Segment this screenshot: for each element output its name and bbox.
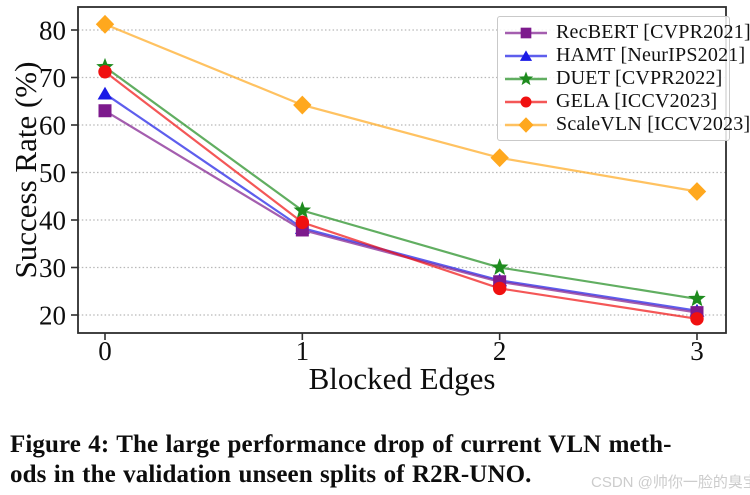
marker-circle bbox=[492, 281, 507, 296]
marker-circle bbox=[690, 312, 704, 326]
series-line bbox=[104, 92, 698, 312]
y-tick-label: 30 bbox=[39, 253, 66, 283]
y-tick-label: 50 bbox=[39, 158, 66, 188]
marker-star bbox=[688, 289, 706, 307]
marker-circle bbox=[520, 96, 532, 107]
y-tick-label: 20 bbox=[39, 300, 66, 330]
marker-diamond bbox=[687, 182, 707, 201]
line-chart: 20 30 40 50 60 70 80 0 1 2 3 Blocked Edges Success R… bbox=[8, 6, 727, 396]
series-line bbox=[104, 23, 698, 193]
marker-circle bbox=[295, 215, 310, 230]
x-tick-label: 0 bbox=[98, 336, 112, 366]
series-line bbox=[104, 109, 698, 314]
x-tick-label: 2 bbox=[493, 336, 507, 366]
figure-caption: Figure 4: The large performance drop of … bbox=[10, 430, 748, 490]
chart-legend: RecBERT [CVPR2021] HAMT [NeurIPS2021] DUET… bbox=[497, 16, 750, 141]
y-tick-label: 60 bbox=[39, 110, 66, 140]
caption-line-2: ods in the validation unseen splits of R… bbox=[10, 461, 532, 488]
legend-swatch-square-icon bbox=[505, 27, 547, 38]
marker-square bbox=[520, 27, 532, 38]
x-tick-label: 3 bbox=[690, 336, 704, 366]
y-tick-label: 80 bbox=[39, 15, 66, 45]
legend-item: ScaleVLN [ICCV2023] bbox=[503, 113, 750, 136]
legend-item: GELA [ICCV2023] bbox=[503, 90, 723, 113]
marker-circle bbox=[98, 65, 112, 79]
marker-star bbox=[518, 70, 534, 85]
marker-diamond bbox=[518, 116, 534, 133]
legend-label: RecBERT [CVPR2021] bbox=[556, 21, 750, 43]
watermark-text: CSDN @帅你一脸的臭宝 bbox=[591, 474, 750, 491]
x-axis-label: Blocked Edges bbox=[309, 361, 496, 396]
y-tick-label: 40 bbox=[39, 205, 66, 235]
legend-item: HAMT [NeurIPS2021] bbox=[503, 44, 745, 67]
legend-label: HAMT [NeurIPS2021] bbox=[556, 44, 746, 66]
caption-line-1: Figure 4: The large performance drop of … bbox=[10, 431, 672, 458]
marker-square bbox=[98, 104, 112, 118]
legend-label: ScaleVLN [ICCV2023] bbox=[556, 113, 750, 135]
marker-star bbox=[293, 201, 312, 218]
series-line bbox=[104, 70, 698, 320]
marker-diamond bbox=[293, 95, 312, 115]
legend-label: GELA [ICCV2023] bbox=[556, 90, 718, 112]
marker-diamond bbox=[95, 14, 115, 34]
legend-label: DUET [CVPR2022] bbox=[556, 67, 723, 89]
x-tick-label: 1 bbox=[296, 336, 310, 366]
legend-swatch-triangle-icon bbox=[505, 49, 547, 61]
legend-swatch-diamond-icon bbox=[505, 116, 547, 133]
marker-star bbox=[490, 258, 509, 275]
y-tick-label: 70 bbox=[39, 63, 66, 93]
legend-swatch-star-icon bbox=[505, 70, 547, 85]
marker-diamond bbox=[490, 148, 509, 168]
marker-triangle bbox=[519, 49, 533, 61]
series-line bbox=[104, 66, 698, 300]
legend-item: RecBERT [CVPR2021] bbox=[503, 21, 750, 44]
marker-triangle bbox=[97, 86, 113, 100]
legend-swatch-circle-icon bbox=[505, 96, 547, 107]
legend-item: DUET [CVPR2022] bbox=[503, 67, 723, 90]
y-axis-label: Success Rate (%) bbox=[8, 62, 43, 279]
plot-frame bbox=[77, 6, 727, 334]
